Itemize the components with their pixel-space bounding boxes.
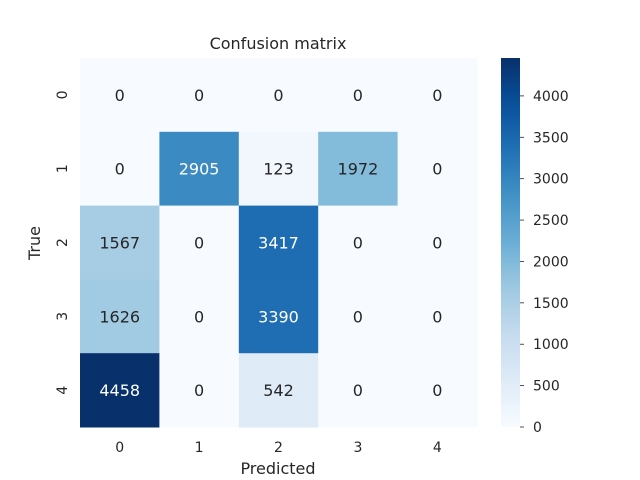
colorbar-tick-label: 1500 bbox=[533, 296, 569, 312]
colorbar-ticks: 0 500 1000 1500 2000 2500 3000 3500 4000 bbox=[520, 89, 569, 436]
heatmap-cell bbox=[80, 353, 160, 428]
heatmap-cell bbox=[318, 205, 399, 280]
colorbar-tick-label: 1000 bbox=[533, 337, 569, 353]
cell-value-label: 4458 bbox=[99, 381, 140, 400]
x-tick-label: 1 bbox=[195, 440, 204, 456]
cell-value-label: 542 bbox=[263, 381, 294, 400]
cell-value-label: 0 bbox=[432, 381, 442, 400]
heatmap-cell bbox=[318, 353, 399, 428]
heatmap-cell bbox=[397, 58, 478, 133]
heatmap-cell bbox=[238, 279, 319, 354]
x-axis-label: Predicted bbox=[240, 459, 315, 478]
cell-value-label: 0 bbox=[194, 381, 204, 400]
cell-value-label: 1972 bbox=[338, 160, 379, 179]
cell-value-label: 123 bbox=[263, 160, 294, 179]
cell-value-label: 0 bbox=[432, 234, 442, 253]
heatmap-cell bbox=[80, 58, 160, 133]
cell-value-label: 0 bbox=[353, 381, 363, 400]
cell-value-label: 0 bbox=[432, 86, 442, 105]
cell-value-label: 0 bbox=[115, 86, 125, 105]
heatmap-cell bbox=[318, 131, 399, 207]
heatmap-cell bbox=[397, 205, 478, 280]
heatmap-cell bbox=[238, 353, 319, 428]
y-tick-label: 1 bbox=[55, 164, 71, 173]
cell-value-label: 1626 bbox=[99, 307, 140, 326]
x-tick-labels: 0 1 2 3 4 bbox=[115, 440, 442, 456]
heatmap-cell bbox=[159, 353, 240, 428]
heatmap-cell bbox=[397, 353, 478, 428]
heatmap-cell bbox=[397, 279, 478, 354]
cell-value-label: 0 bbox=[432, 160, 442, 179]
x-tick-label: 0 bbox=[115, 440, 124, 456]
cell-value-label: 0 bbox=[115, 160, 125, 179]
colorbar-tick-label: 500 bbox=[533, 379, 560, 395]
cell-value-label: 2905 bbox=[179, 160, 220, 179]
heatmap-cells bbox=[80, 58, 478, 428]
cell-value-label: 3390 bbox=[258, 307, 299, 326]
cell-value-label: 3417 bbox=[258, 234, 299, 253]
heatmap-cell bbox=[159, 279, 240, 354]
colorbar-tick-label: 4000 bbox=[533, 89, 569, 105]
cell-value-label: 0 bbox=[432, 307, 442, 326]
colorbar bbox=[501, 58, 520, 427]
colorbar-tick-label: 2000 bbox=[533, 254, 569, 270]
cell-value-label: 0 bbox=[194, 86, 204, 105]
heatmap-cell bbox=[397, 131, 478, 207]
y-tick-label: 4 bbox=[55, 386, 71, 395]
heatmap-cell bbox=[238, 205, 319, 280]
y-tick-labels: 0 1 2 3 4 bbox=[55, 90, 71, 394]
heatmap-cell bbox=[318, 58, 399, 133]
heatmap-cell bbox=[238, 131, 319, 207]
y-tick-label: 0 bbox=[55, 90, 71, 99]
x-tick-label: 4 bbox=[433, 440, 442, 456]
y-axis-label: True bbox=[25, 226, 44, 261]
colorbar-tick-label: 0 bbox=[533, 420, 542, 436]
colorbar-tick-label: 3500 bbox=[533, 130, 569, 146]
heatmap-cell bbox=[318, 279, 399, 354]
heatmap-cell bbox=[159, 131, 240, 207]
colorbar-tick-label: 2500 bbox=[533, 213, 569, 229]
cell-annotations: 0 0 0 0 0 0 2905 123 1972 0 1567 0 3417 0 0 1626 0 3390 0 0… bbox=[99, 86, 442, 400]
cell-value-label: 0 bbox=[353, 307, 363, 326]
heatmap-cell bbox=[159, 205, 240, 280]
cell-value-label: 0 bbox=[273, 86, 283, 105]
colorbar-tick-label: 3000 bbox=[533, 172, 569, 188]
x-tick-label: 3 bbox=[353, 440, 362, 456]
cell-value-label: 0 bbox=[353, 86, 363, 105]
x-tick-label: 2 bbox=[274, 440, 283, 456]
y-tick-label: 2 bbox=[55, 238, 71, 247]
heatmap-cell bbox=[238, 58, 319, 133]
chart-title: Confusion matrix bbox=[210, 34, 347, 53]
cell-value-label: 0 bbox=[194, 307, 204, 326]
heatmap-cell bbox=[159, 58, 240, 133]
y-tick-label: 3 bbox=[55, 312, 71, 321]
cell-value-label: 1567 bbox=[99, 234, 140, 253]
heatmap-cell bbox=[80, 205, 160, 280]
heatmap-cell bbox=[80, 279, 160, 354]
cell-value-label: 0 bbox=[194, 234, 204, 253]
cell-value-label: 0 bbox=[353, 234, 363, 253]
heatmap-cell bbox=[80, 131, 160, 207]
